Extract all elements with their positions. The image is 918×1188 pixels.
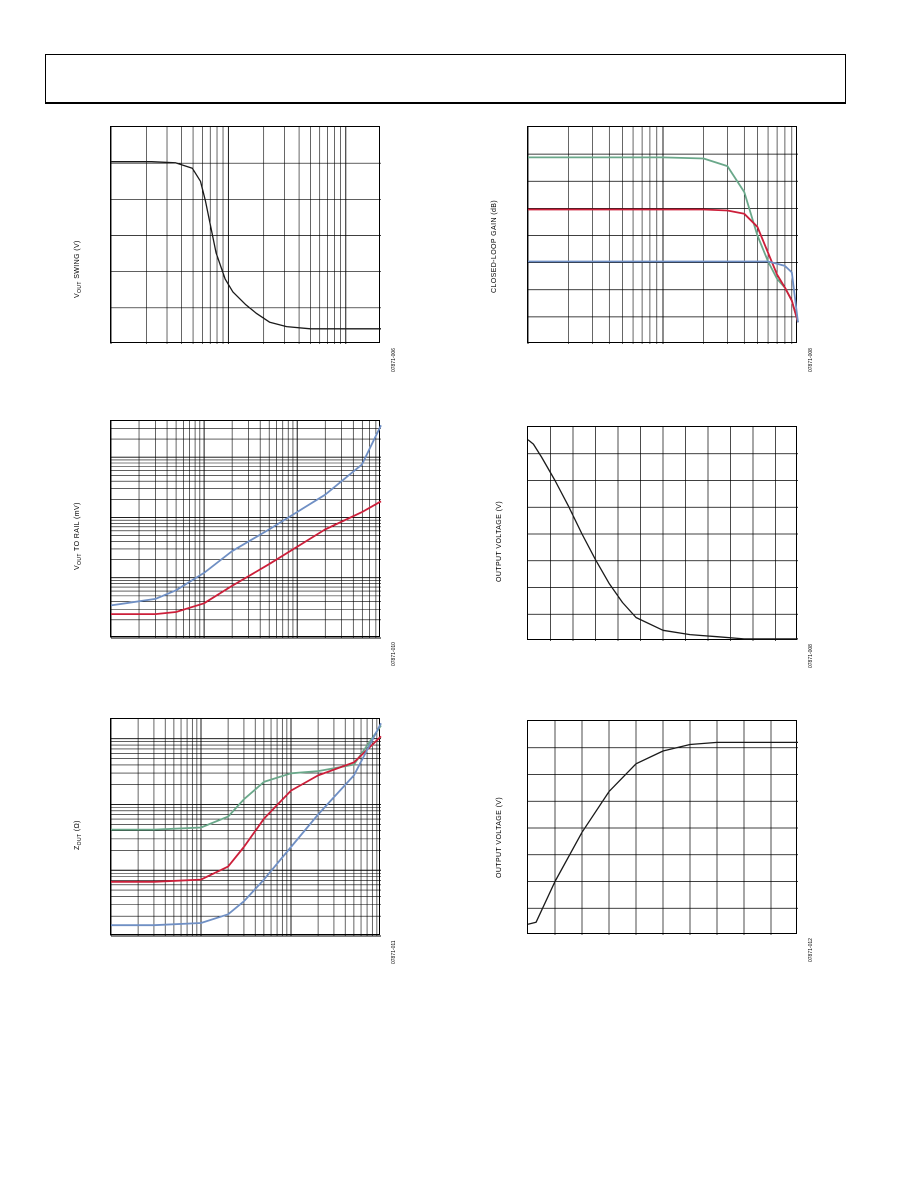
page-header	[45, 54, 846, 104]
grid	[527, 127, 798, 344]
figure-id: 07871-011	[391, 940, 397, 964]
chart-svg	[527, 127, 799, 344]
y-axis-label: OUTPUT VOLTAGE (V)	[496, 500, 503, 582]
grid	[110, 127, 381, 344]
series-line-1	[528, 208, 799, 323]
figure-id: 07871-008	[808, 348, 814, 372]
series-line-1	[111, 735, 382, 883]
grid	[110, 421, 381, 639]
chart-svg	[110, 127, 381, 344]
figure-id: 07871-006	[391, 348, 397, 372]
y-axis-label: VOUT SWING (V)	[74, 240, 83, 298]
figure-id: 07871-008	[808, 644, 814, 668]
series-line-1	[111, 500, 382, 615]
chart-svg	[527, 427, 798, 641]
zout-chart	[110, 718, 382, 937]
series-line-2	[111, 722, 382, 927]
chart-svg	[110, 421, 382, 639]
series-line-0	[111, 161, 381, 330]
figure-id: 07871-010	[391, 642, 397, 666]
grid	[528, 427, 798, 641]
output-voltage-rise-chart	[527, 720, 798, 935]
y-axis-label: ZOUT (Ω)	[74, 820, 83, 850]
series-line-0	[527, 741, 798, 925]
grid	[110, 719, 381, 937]
series-line-0	[111, 724, 382, 831]
series-line-0	[110, 424, 382, 607]
closed-loop-gain-chart	[527, 126, 799, 344]
grid	[528, 721, 798, 935]
figure-id: 07871-012	[808, 938, 814, 962]
output-voltage-fall-chart	[527, 426, 798, 641]
chart-svg	[110, 719, 382, 937]
y-axis-label: OUTPUT VOLTAGE (V)	[496, 796, 503, 878]
vout-to-rail-chart	[110, 420, 382, 639]
series-line-2	[528, 260, 799, 323]
vout-swing-chart	[110, 126, 381, 344]
chart-svg	[527, 721, 798, 935]
y-axis-label: VOUT TO RAIL (mV)	[74, 502, 83, 570]
y-axis-label: CLOSED-LOOP GAIN (dB)	[491, 199, 498, 293]
series-line-0	[527, 439, 798, 640]
